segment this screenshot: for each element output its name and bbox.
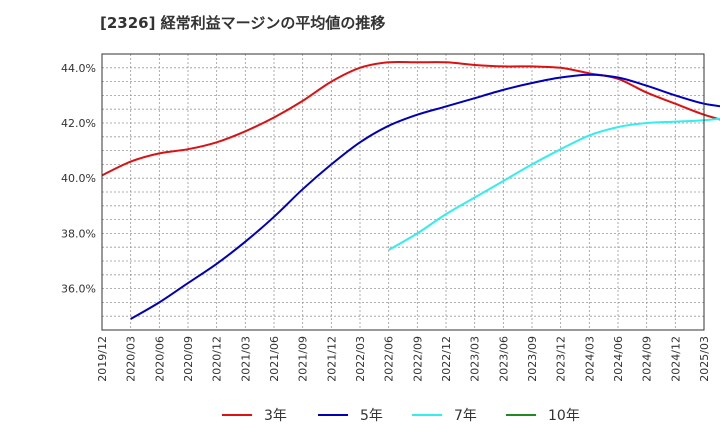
x-tick-label: 2019/12 (96, 336, 109, 382)
legend-label: 3年 (264, 408, 287, 424)
x-tick-label: 2022/03 (354, 336, 367, 382)
x-tick-label: 2023/09 (526, 336, 539, 382)
x-tick-label: 2024/12 (669, 336, 682, 382)
x-tick-label: 2021/09 (297, 336, 310, 382)
x-tick-label: 2022/06 (383, 336, 396, 382)
x-tick-label: 2020/09 (182, 336, 195, 382)
y-tick-label: 38.0% (61, 227, 96, 240)
x-tick-label: 2022/09 (411, 336, 424, 382)
series-line-3年 (101, 60, 720, 177)
series-line-7年 (388, 117, 720, 251)
x-tick-label: 2021/06 (268, 336, 281, 382)
x-tick-label: 2023/12 (555, 336, 568, 382)
y-tick-label: 40.0% (61, 172, 96, 185)
x-tick-label: 2021/12 (325, 336, 338, 382)
axes: 36.0% 38.0% 40.0% 42.0% 44.0% 2019/12 2020/03 2… (61, 53, 711, 382)
y-tick-label: 44.0% (61, 62, 96, 75)
x-tick-label: 2021/03 (239, 336, 252, 382)
x-tick-label: 2020/06 (153, 336, 166, 382)
legend-label: 5年 (360, 408, 383, 424)
x-tick-label: 2022/12 (440, 336, 453, 382)
series-lines (101, 60, 720, 320)
y-tick-label: 36.0% (61, 283, 96, 296)
legend-label: 7年 (454, 408, 477, 424)
y-tick-label: 42.0% (61, 117, 96, 130)
x-tick-label: 2024/06 (612, 336, 625, 382)
x-tick-label: 2023/03 (469, 336, 482, 382)
x-tick-label: 2020/03 (125, 336, 138, 382)
chart-title: [2326] 経常利益マージンの平均値の推移 (100, 14, 386, 32)
series-line-5年 (130, 73, 720, 320)
plot-border (101, 53, 705, 331)
x-tick-label: 2024/09 (641, 336, 654, 382)
x-tick-label: 2023/06 (497, 336, 510, 382)
x-tick-label: 2024/03 (583, 336, 596, 382)
x-tick-label: 2020/12 (211, 336, 224, 382)
legend-label: 10年 (548, 408, 580, 424)
legend: 3年 5年 7年 10年 (222, 408, 580, 424)
x-tick-label: 2025/03 (698, 336, 711, 382)
grid-lines (102, 54, 704, 330)
